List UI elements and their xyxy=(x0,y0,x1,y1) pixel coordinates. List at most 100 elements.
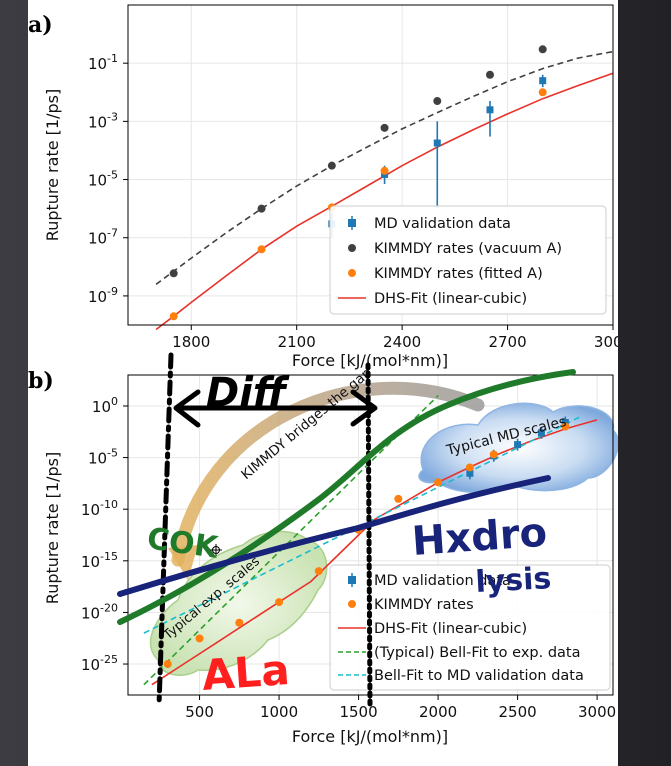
data-point-1 xyxy=(314,567,323,576)
y-tick-label: 10-25 xyxy=(81,653,118,674)
data-point-2 xyxy=(169,312,178,321)
md-data-marker xyxy=(486,106,494,114)
series-line-2 xyxy=(151,419,598,686)
x-tick-label: 1000 xyxy=(260,703,298,721)
md-data-marker xyxy=(433,139,441,147)
md-data-marker xyxy=(466,469,474,477)
ink-left-dashed-line xyxy=(156,352,174,708)
panel-b-x-label: Force [kJ/(mol*nm)] xyxy=(292,727,448,746)
panel-a-y-ticks: 10-9 10-7 10-5 10-3 10-1 xyxy=(88,52,128,306)
data-point-1 xyxy=(275,598,284,607)
ink-diff-text: Diff xyxy=(206,370,290,416)
x-tick-label: 2000 xyxy=(419,703,457,721)
data-point-1 xyxy=(538,45,547,54)
ink-diff-arrow-left-head xyxy=(173,389,201,428)
md-data-marker xyxy=(539,77,547,85)
data-point-2 xyxy=(538,88,547,97)
series-line-3 xyxy=(155,72,614,331)
series-line-4 xyxy=(155,50,614,285)
x-tick-label: 1800 xyxy=(172,333,210,351)
panel-b-marks xyxy=(163,416,570,669)
panel-b-legend-box xyxy=(329,564,611,691)
ink-right-dotted-line xyxy=(365,362,373,708)
panel-a-y-label: Rupture rate [1/ps] xyxy=(43,89,62,241)
ink-cok-text: COK xyxy=(145,521,222,566)
x-tick-label: 2700 xyxy=(488,333,526,351)
figure-svg: a) 1800 2100 2400 2700 3000 10-9 10-7 10-5 10-3… xyxy=(28,4,618,746)
panel-a-letter: a) xyxy=(28,12,53,38)
data-point-1 xyxy=(169,269,178,278)
x-tick-label: 1500 xyxy=(339,703,377,721)
panel-b: b) 500 1000 1500 2000 2500 3000 10010-510-101… xyxy=(28,352,618,746)
legend-b-bell-md-label: Bell-Fit to MD validation data xyxy=(374,668,584,684)
x-tick-label: 3000 xyxy=(594,333,618,351)
md-data-marker xyxy=(514,441,522,449)
data-point-1 xyxy=(561,422,570,431)
data-point-1 xyxy=(433,97,442,106)
data-point-2 xyxy=(380,166,389,175)
ink-annotations: Diff COK Hxdro lysis ALa xyxy=(117,352,576,708)
panel-a-curves xyxy=(155,50,614,331)
exp-scales-cloud xyxy=(149,530,328,676)
ink-blue-curve xyxy=(117,475,551,597)
ink-hydro-text: Hxdro xyxy=(410,510,548,565)
legend-b-md-marker xyxy=(348,573,356,587)
panel-a: a) 1800 2100 2400 2700 3000 10-9 10-7 10-5 10-3… xyxy=(28,4,618,370)
data-point-1 xyxy=(235,618,244,627)
y-tick-label: 10-15 xyxy=(81,550,118,571)
x-tick-label: 2100 xyxy=(278,333,316,351)
y-tick-label: 10-20 xyxy=(81,601,118,622)
panel-a-x-label: Force [kJ/(mol*nm)] xyxy=(292,351,448,370)
x-tick-label: 2400 xyxy=(383,333,421,351)
ink-green-curve xyxy=(117,369,576,625)
exp-scales-region xyxy=(149,530,328,676)
y-tick-label: 10-5 xyxy=(88,447,118,468)
x-tick-label: 500 xyxy=(185,703,214,721)
y-tick-label: 100 xyxy=(92,395,118,416)
y-tick-label: 10-1 xyxy=(88,52,118,73)
panel-a-frame xyxy=(127,4,614,326)
legend-b-md-label: MD validation data xyxy=(374,573,511,589)
data-point-1 xyxy=(394,494,403,503)
data-point-1 xyxy=(163,660,172,669)
panel-b-legend: MD validation data KIMMDY rates DHS-Fit … xyxy=(329,564,611,691)
data-point-1 xyxy=(489,450,498,459)
data-point-1 xyxy=(195,634,204,643)
md-data-marker xyxy=(561,419,569,427)
y-tick-label: 10-5 xyxy=(88,169,118,190)
figure-sheet: a) 1800 2100 2400 2700 3000 10-9 10-7 10-5 10-3… xyxy=(28,0,618,766)
md-data-marker xyxy=(537,429,545,437)
panel-a-legend-box xyxy=(329,205,607,315)
legend-a-md-label: MD validation data xyxy=(374,216,511,232)
data-point-1 xyxy=(257,204,266,213)
data-point-1 xyxy=(434,478,443,487)
panel-b-letter: b) xyxy=(28,368,54,394)
legend-b-kimmdy-marker xyxy=(348,600,356,608)
y-tick-label: 10-7 xyxy=(88,227,118,248)
data-point-1 xyxy=(485,70,494,79)
legend-a-dhs-label: DHS-Fit (linear-cubic) xyxy=(374,291,527,307)
legend-a-vacuum-marker xyxy=(348,244,356,252)
ink-ala-text: ALa xyxy=(200,645,291,700)
ink-diff-arrow-right-head xyxy=(350,389,378,427)
y-tick-label: 10-3 xyxy=(88,110,118,131)
legend-b-kimmdy-label: KIMMDY rates xyxy=(374,597,474,613)
data-point-1 xyxy=(465,463,474,472)
series-line-3 xyxy=(143,395,439,686)
panel-a-x-ticks: 1800 2100 2400 2700 3000 xyxy=(172,325,618,351)
legend-a-fitted-label: KIMMDY rates (fitted A) xyxy=(374,266,543,282)
legend-a-fitted-marker xyxy=(348,269,356,277)
legend-b-dhs-label: DHS-Fit (linear-cubic) xyxy=(374,621,527,637)
legend-a-vacuum-label: KIMMDY rates (vacuum A) xyxy=(374,241,562,257)
bridge-arrow xyxy=(171,381,485,567)
ink-lysis-text: lysis xyxy=(475,561,553,600)
panel-b-y-ticks: 100 10-5 10-10 10-15 10-20 10-25 xyxy=(81,395,128,674)
cursor-crosshair-icon xyxy=(210,544,222,556)
panel-b-y-label: Rupture rate [1/ps] xyxy=(43,452,62,604)
data-point-1 xyxy=(327,161,336,170)
legend-b-bell-exp-label: (Typical) Bell-Fit to exp. data xyxy=(374,645,580,661)
x-tick-label: 3000 xyxy=(578,703,616,721)
y-tick-label: 10-9 xyxy=(88,285,118,306)
legend-a-md-marker xyxy=(348,216,356,230)
panel-a-legend: MD validation data KIMMDY rates (vacuum … xyxy=(329,205,607,315)
